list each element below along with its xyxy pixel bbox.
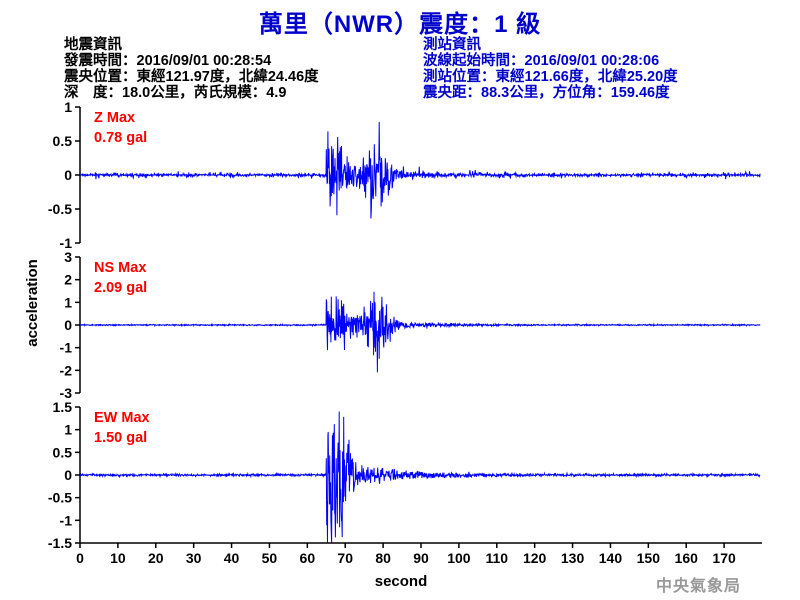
x-tick-label: 110 (485, 550, 508, 566)
x-tick-label: 100 (447, 550, 471, 566)
component-label: EW Max (94, 410, 150, 426)
y-tick-label: -0.5 (48, 201, 72, 217)
x-tick-label: 50 (262, 550, 278, 566)
x-tick-label: 40 (224, 550, 240, 566)
y-tick-label: 0.5 (53, 133, 73, 149)
max-value-label: 1.50 gal (94, 430, 147, 446)
y-tick-label: -2 (60, 362, 73, 378)
y-tick-label: 1 (64, 422, 72, 438)
wave-start: 波線起始時間：2016/09/01 00:28:06 (423, 53, 660, 69)
x-tick-label: 20 (148, 550, 164, 566)
x-tick-label: 160 (675, 550, 699, 566)
station-heading: 測站資訊 (423, 37, 481, 53)
y-tick-label: -1 (60, 235, 73, 251)
y-tick-label: 2 (64, 272, 72, 288)
x-tick-label: 60 (300, 550, 316, 566)
x-tick-label: 170 (712, 550, 736, 566)
y-tick-label: 0 (64, 467, 72, 483)
component-label: Z Max (94, 110, 135, 126)
max-value-label: 0.78 gal (94, 130, 147, 146)
x-tick-label: 150 (637, 550, 661, 566)
waveform-EW (79, 411, 761, 544)
y-tick-label: -1 (60, 340, 73, 356)
x-tick-label: 140 (599, 550, 623, 566)
x-tick-label: 90 (413, 550, 429, 566)
waveform-Z (79, 121, 761, 219)
y-axis-label: acceleration (24, 259, 41, 347)
figure-title: 萬里（NWR）震度：1 級 (258, 11, 542, 38)
x-tick-label: 120 (523, 550, 547, 566)
earthquake-info: 地震資訊 發震時間：2016/09/01 00:28:54 震央位置：東經121… (64, 37, 319, 101)
y-tick-label: -0.5 (48, 490, 72, 506)
x-axis-label: second (375, 573, 428, 590)
waveform-NS (79, 291, 761, 373)
y-tick-label: 1.5 (53, 399, 73, 415)
y-tick-label: 3 (64, 249, 72, 265)
depth-magnitude: 深 度：18.0公里，芮氏規模：4.9 (64, 85, 287, 101)
x-tick-label: 10 (110, 550, 126, 566)
x-tick-label: 0 (76, 550, 84, 566)
distance: 震央距：88.3公里，方位角：159.46度 (423, 85, 670, 101)
y-tick-label: 1 (64, 294, 72, 310)
origin-time: 發震時間：2016/09/01 00:28:54 (64, 53, 272, 69)
watermark: 中央氣象局 (656, 576, 742, 595)
component-label: NS Max (94, 260, 146, 276)
x-tick-label: 70 (337, 550, 353, 566)
max-value-label: 2.09 gal (94, 280, 147, 296)
x-tick-label: 30 (186, 550, 202, 566)
station-info: 測站資訊 波線起始時間：2016/09/01 00:28:06 測站位置：東經1… (423, 37, 678, 101)
y-tick-label: -3 (60, 385, 73, 401)
station-location: 測站位置：東經121.66度，北緯25.20度 (423, 69, 678, 85)
eq-heading: 地震資訊 (64, 37, 122, 53)
epicenter: 震央位置：東經121.97度，北緯24.46度 (64, 69, 319, 85)
x-tick-label: 80 (375, 550, 391, 566)
y-tick-label: -1 (60, 512, 73, 528)
y-tick-label: 0 (64, 317, 72, 333)
y-tick-label: 0.5 (53, 444, 73, 460)
y-tick-label: 1 (64, 99, 72, 115)
y-tick-label: -1.5 (48, 535, 72, 551)
y-tick-label: 0 (64, 167, 72, 183)
x-tick-label: 130 (561, 550, 585, 566)
